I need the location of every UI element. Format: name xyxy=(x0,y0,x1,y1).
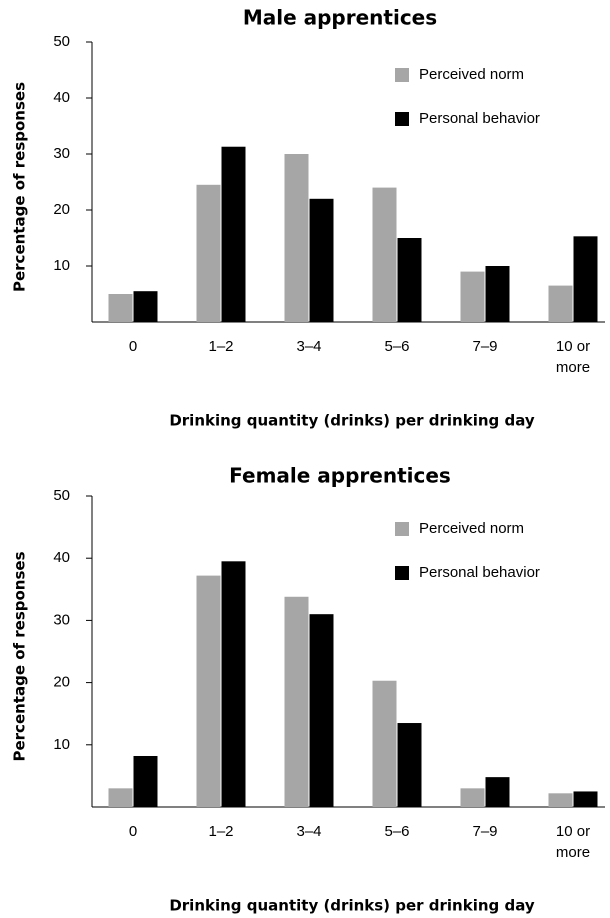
y-tick-label: 40 xyxy=(53,549,70,566)
x-tick-label: 1–2 xyxy=(208,338,234,355)
x-tick-label: 5–6 xyxy=(384,823,410,840)
x-tick-label: 5–6 xyxy=(384,338,410,355)
bar xyxy=(133,291,158,322)
y-tick-label: 20 xyxy=(53,201,70,218)
x-tick-label-box: 0 xyxy=(128,338,138,355)
chart-title: Male apprentices xyxy=(243,6,437,30)
x-axis-label: Drinking quantity (drinks) per drinking … xyxy=(169,897,535,915)
bar xyxy=(460,788,485,807)
bar xyxy=(196,184,221,322)
legend-swatch xyxy=(395,68,409,82)
x-tick-label-box: 3–4 xyxy=(296,823,322,840)
x-tick-label-box: 5–6 xyxy=(384,338,410,355)
x-tick-label-box: 7–9 xyxy=(472,338,498,355)
bar xyxy=(284,154,309,322)
x-tick-label: 10 or more xyxy=(555,823,591,861)
bar xyxy=(196,575,221,807)
bar xyxy=(309,198,334,322)
y-tick-label: 50 xyxy=(53,487,70,504)
chart-title: Female apprentices xyxy=(229,464,451,488)
x-tick-label-box: 1–2 xyxy=(208,338,234,355)
x-tick-label: 0 xyxy=(128,823,138,840)
bar xyxy=(108,788,133,807)
x-tick-label: 0 xyxy=(128,338,138,355)
x-tick-label-box: 7–9 xyxy=(472,823,498,840)
bar xyxy=(573,791,598,807)
y-tick-label: 50 xyxy=(53,33,70,50)
bar xyxy=(460,271,485,322)
y-tick-label: 30 xyxy=(53,145,70,162)
bar xyxy=(397,723,422,807)
bar xyxy=(548,793,573,807)
legend-swatch xyxy=(395,112,409,126)
x-tick-label: 7–9 xyxy=(472,823,498,840)
y-tick-label: 10 xyxy=(53,257,70,274)
bar xyxy=(221,561,246,807)
legend-swatch xyxy=(395,566,409,580)
x-tick-label-box: 0 xyxy=(128,823,138,840)
x-tick-label-box: 3–4 xyxy=(296,338,322,355)
legend-label: Personal behavior xyxy=(419,110,540,127)
x-tick-label: 3–4 xyxy=(296,823,322,840)
y-tick-label: 30 xyxy=(53,611,70,628)
x-tick-label-box: 5–6 xyxy=(384,823,410,840)
bar xyxy=(108,294,133,322)
bar xyxy=(573,236,598,322)
y-axis-label: Percentage of responses xyxy=(11,82,29,292)
legend-swatch xyxy=(395,522,409,536)
x-tick-label: 10 or more xyxy=(555,338,591,376)
x-tick-label: 7–9 xyxy=(472,338,498,355)
x-tick-label-box: 10 or more xyxy=(555,823,591,861)
bar xyxy=(372,187,397,322)
bar xyxy=(372,680,397,807)
x-axis-label: Drinking quantity (drinks) per drinking … xyxy=(169,412,535,430)
legend-label: Personal behavior xyxy=(419,564,540,581)
x-tick-label-box: 1–2 xyxy=(208,823,234,840)
y-tick-label: 20 xyxy=(53,674,70,691)
x-tick-label: 1–2 xyxy=(208,823,234,840)
bar xyxy=(309,614,334,807)
legend-label: Perceived norm xyxy=(419,520,524,537)
y-tick-label: 10 xyxy=(53,736,70,753)
y-axis-label: Percentage of responses xyxy=(11,551,29,761)
bar xyxy=(485,266,510,322)
x-tick-label-box: 10 or more xyxy=(555,338,591,376)
bar xyxy=(221,146,246,322)
bar xyxy=(485,777,510,807)
bar xyxy=(133,755,158,807)
x-tick-label: 3–4 xyxy=(296,338,322,355)
bar xyxy=(548,285,573,322)
bar xyxy=(397,238,422,322)
legend-label: Perceived norm xyxy=(419,66,524,83)
y-tick-label: 40 xyxy=(53,89,70,106)
bar xyxy=(284,596,309,807)
